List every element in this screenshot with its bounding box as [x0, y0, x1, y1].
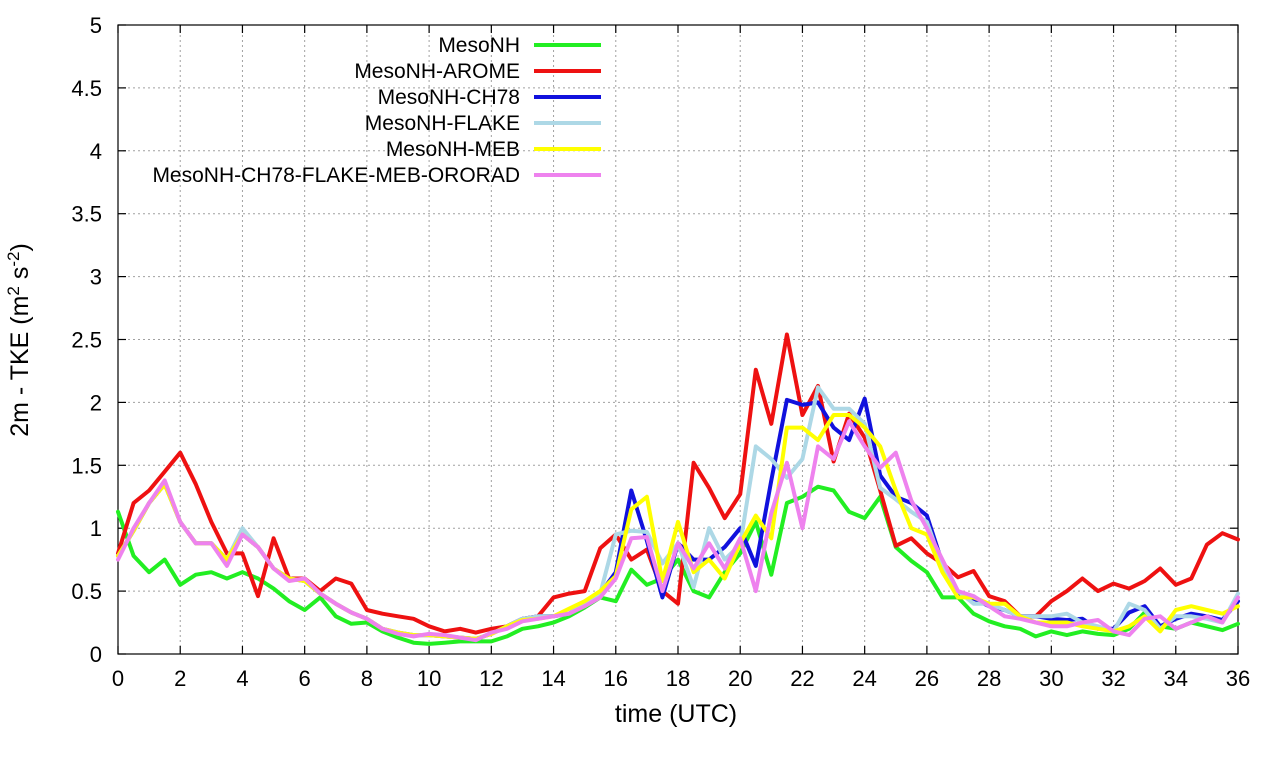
legend-label: MesoNH-AROME [354, 60, 520, 83]
x-tick-label: 0 [112, 666, 124, 691]
legend-label: MesoNH-MEB [386, 138, 520, 161]
y-tick-label: 2 [90, 390, 102, 415]
x-tick-label: 12 [479, 666, 503, 691]
x-tick-label: 26 [915, 666, 939, 691]
legend: MesoNH MesoNH-AROME MesoNH-CH78 MesoNH-FLAK… [152, 34, 601, 187]
x-tick-label: 4 [236, 666, 248, 691]
x-tick-label: 30 [1039, 666, 1063, 691]
x-tick-label: 6 [299, 666, 311, 691]
y-tick-label: 5 [90, 13, 102, 38]
x-tick-label: 28 [977, 666, 1001, 691]
x-tick-label: 32 [1101, 666, 1125, 691]
x-tick-label: 14 [541, 666, 565, 691]
y-tick-label: 1 [90, 516, 102, 541]
series-line-mesonh-arome [116, 332, 1240, 635]
x-axis-title: time (UTC) [615, 700, 737, 728]
y-tick-label: 4.5 [71, 76, 102, 101]
x-tick-label: 10 [417, 666, 441, 691]
y-tick-label: 0 [90, 642, 102, 667]
y-tick-label: 4 [90, 139, 102, 164]
legend-label: MesoNH-CH78 [378, 86, 520, 109]
y-tick-label: 3.5 [71, 202, 102, 227]
y-axis-title: 2m - TKE (m2 s-2) [4, 243, 34, 437]
legend-label: MesoNH [438, 34, 520, 57]
x-tick-label: 36 [1226, 666, 1250, 691]
y-tick-label: 0.5 [71, 579, 102, 604]
series-line-mesonh-ch78-flake-meb-ororad [116, 419, 1240, 643]
y-tick-label: 3 [90, 265, 102, 290]
axis-ticks: 0 2 4 6 8 10 12 14 16 18 20 22 24 26 28 30 32 34 3600.511.… [71, 13, 1250, 691]
series-line-mesonh [116, 484, 1240, 646]
x-tick-label: 20 [728, 666, 752, 691]
x-tick-label: 24 [852, 666, 876, 691]
x-tick-label: 34 [1164, 666, 1188, 691]
legend-label: MesoNH-CH78-FLAKE-MEB-ORORAD [152, 164, 520, 187]
series-lines [116, 332, 1240, 646]
y-tick-label: 2.5 [71, 328, 102, 353]
x-tick-label: 18 [666, 666, 690, 691]
x-tick-label: 2 [174, 666, 186, 691]
y-tick-label: 1.5 [71, 453, 102, 478]
x-tick-label: 22 [790, 666, 814, 691]
x-tick-label: 16 [604, 666, 628, 691]
x-tick-label: 8 [361, 666, 373, 691]
legend-label: MesoNH-FLAKE [365, 112, 520, 135]
